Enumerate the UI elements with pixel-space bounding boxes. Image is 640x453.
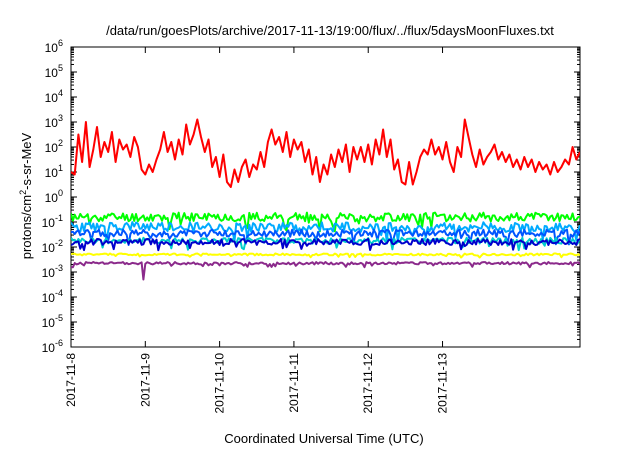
x-axis-label: Coordinated Universal Time (UTC): [224, 431, 423, 446]
y-axis-label-sup: 2: [18, 190, 28, 195]
series-line-7: [71, 261, 580, 281]
series-line-5: [71, 238, 580, 252]
y-tick-label: 10-2: [42, 238, 63, 255]
y-tick-label: 102: [45, 138, 63, 155]
x-tick-label: 2017-11-8: [64, 353, 78, 407]
y-tick-label: 104: [45, 88, 63, 105]
x-tick-label: 2017-11-10: [213, 353, 227, 414]
y-tick-label: 10-1: [42, 213, 63, 230]
y-tick-label: 10-3: [42, 263, 63, 280]
series-line-3: [71, 228, 580, 246]
plot-frame: [70, 46, 581, 348]
x-tick-label: 2017-11-9: [138, 353, 152, 407]
y-tick-label: 101: [45, 163, 63, 180]
y-tick-label: 10-5: [42, 313, 63, 330]
y-axis-label: protons/cm2-s-sr-MeV: [18, 132, 34, 259]
y-axis-label-rest: -s-sr-MeV: [19, 132, 34, 189]
y-tick-label: 10-6: [42, 338, 63, 355]
plot-area: 10-6 10-5 10-4 10-3 10-2 10-1 100 101 102 103 104 1…: [42, 38, 581, 414]
y-tick-label: 103: [45, 113, 63, 130]
x-tick-label: 2017-11-13: [436, 353, 450, 414]
chart-title: /data/run/goesPlots/archive/2017-11-13/1…: [106, 23, 554, 38]
y-tick-label: 106: [45, 38, 63, 55]
y-tick-label: 10-4: [42, 288, 63, 305]
series-line-2: [71, 221, 580, 244]
y-tick-label: 105: [45, 63, 63, 80]
series-line-1: [71, 211, 580, 233]
x-tick-label: 2017-11-11: [287, 353, 301, 413]
series-line-0: [71, 118, 580, 188]
series-line-6: [71, 252, 580, 259]
x-tick-label: 2017-11-12: [361, 353, 375, 414]
y-tick-label: 100: [45, 188, 63, 205]
y-axis-label-base: protons/cm: [19, 195, 34, 259]
